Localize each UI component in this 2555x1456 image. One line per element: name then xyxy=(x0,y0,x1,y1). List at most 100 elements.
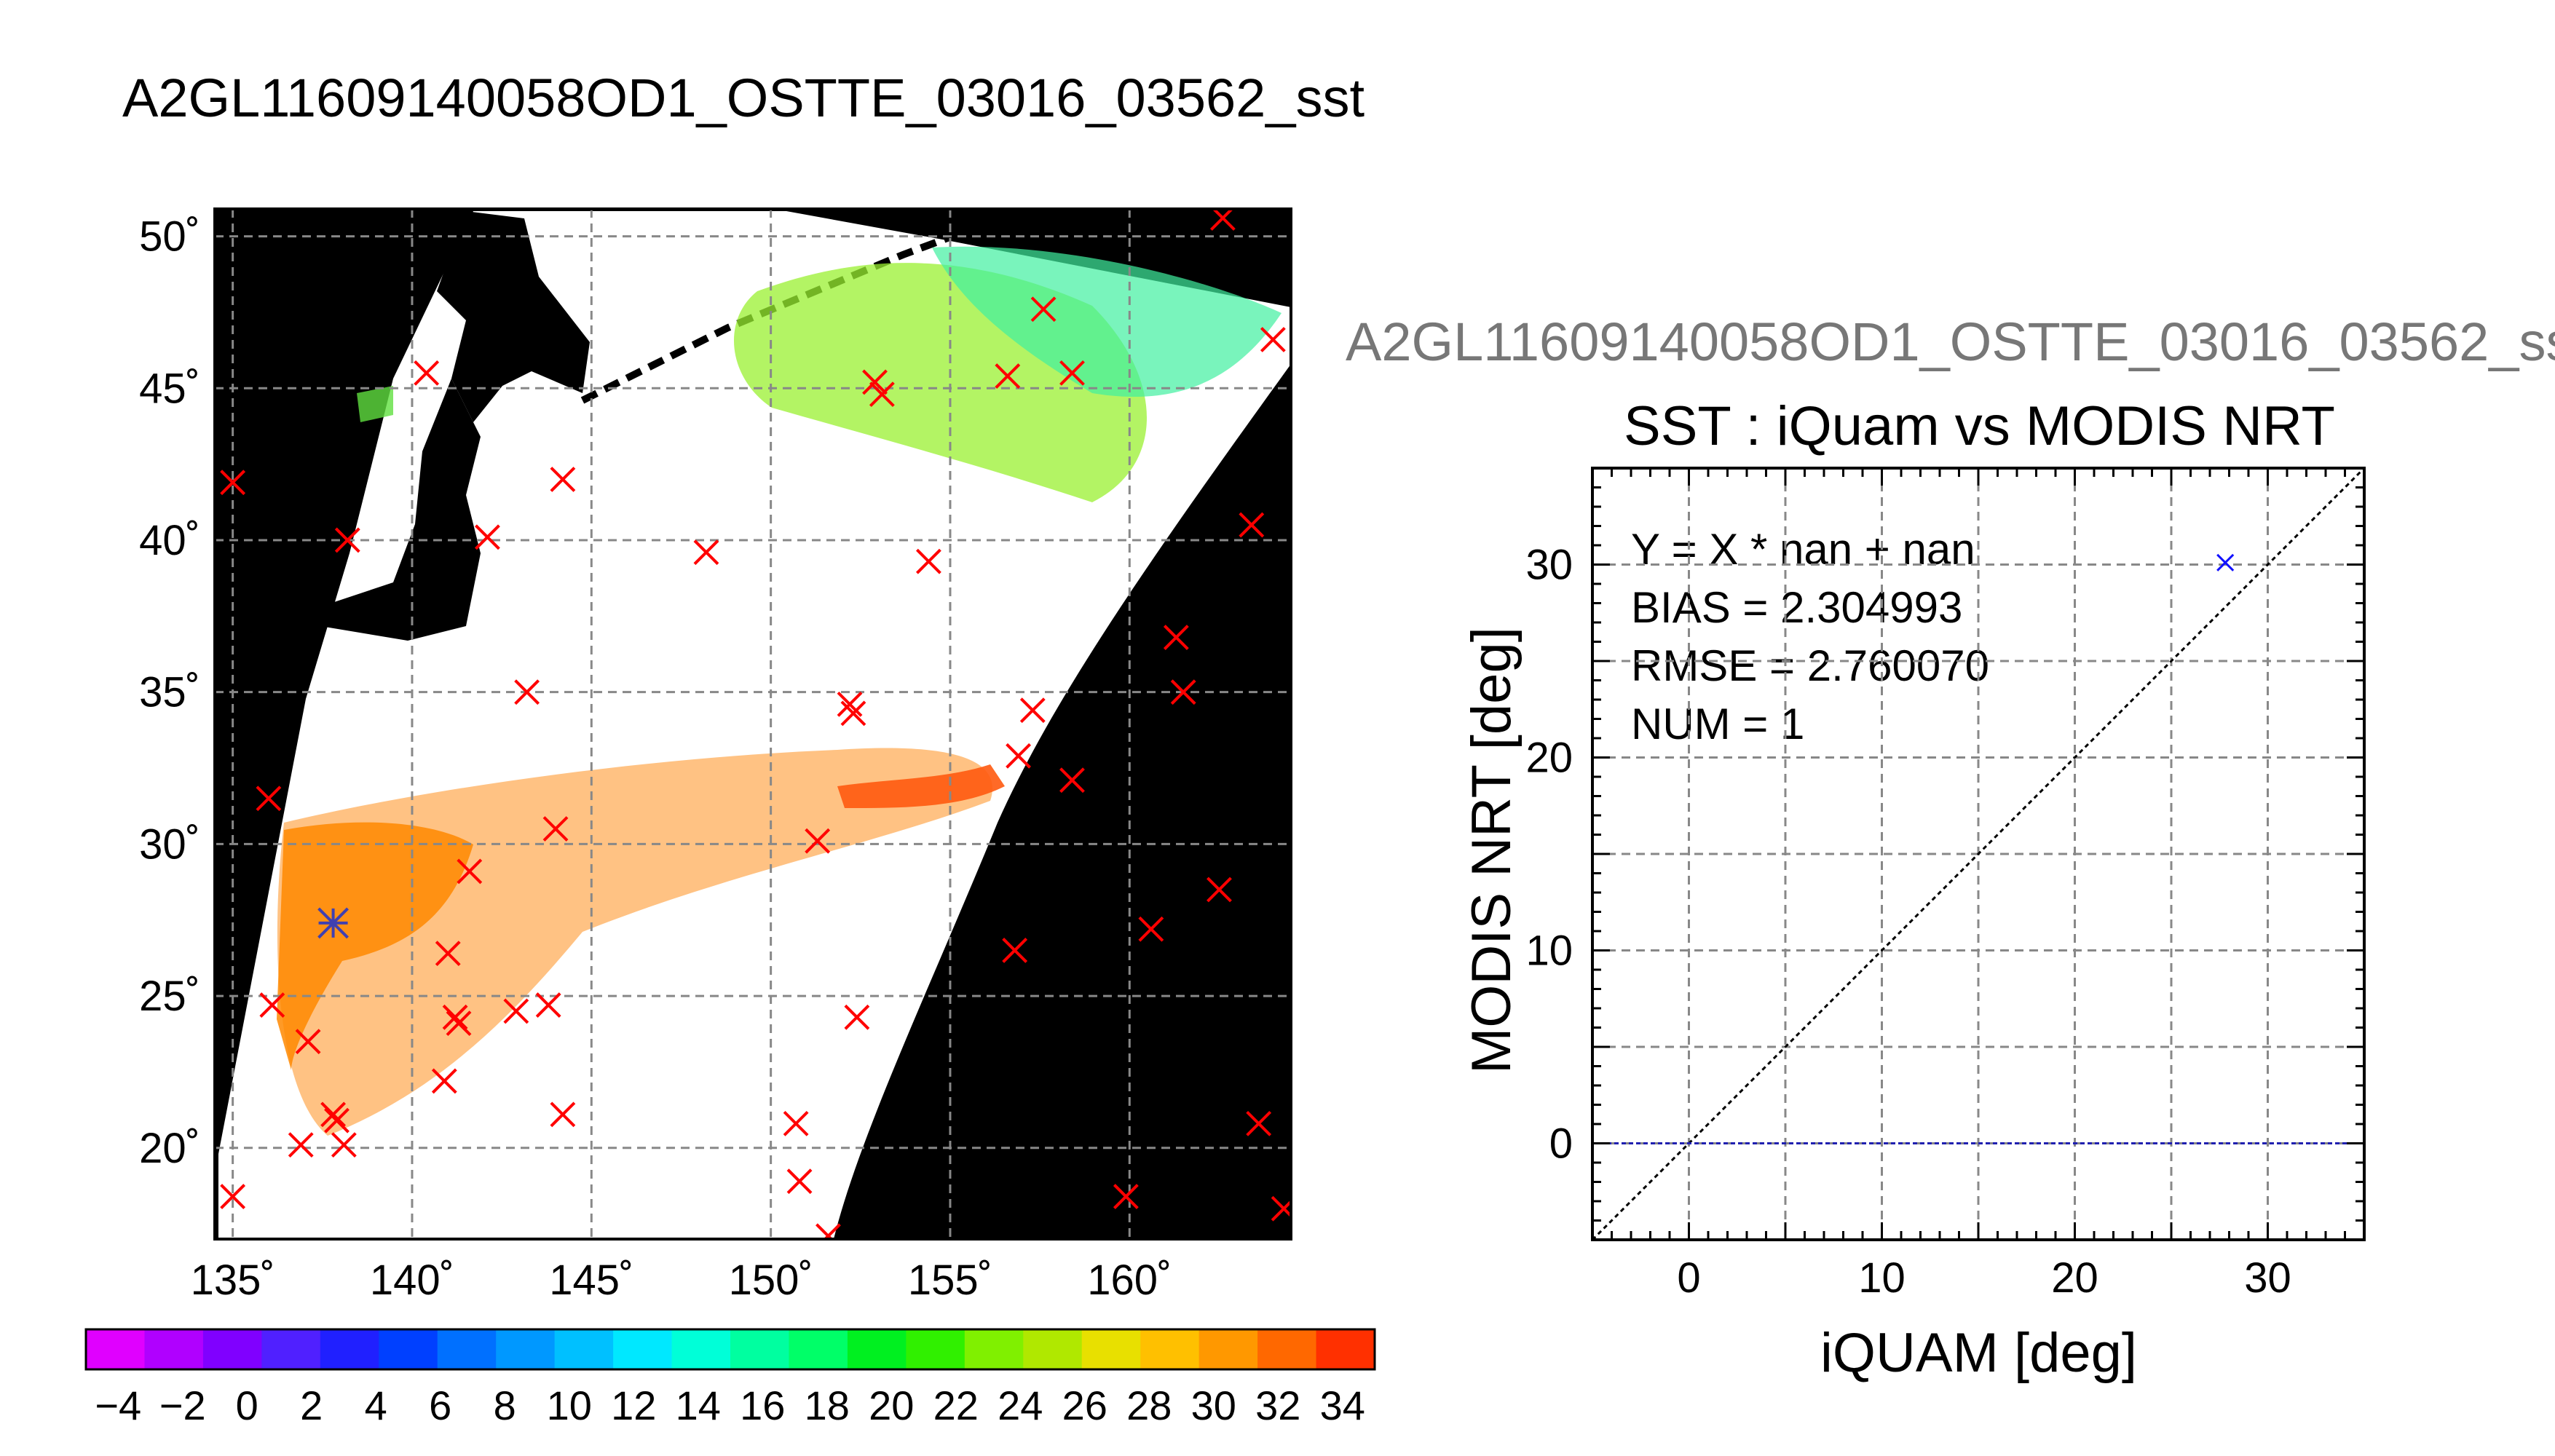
marker-stroke xyxy=(786,1168,813,1195)
buoy-marker xyxy=(514,679,540,705)
colorbar-swatch xyxy=(1198,1329,1258,1369)
colorbar-tick-label: −4 xyxy=(95,1382,141,1428)
buoy-marker xyxy=(503,998,529,1024)
colorbar-swatch xyxy=(1257,1329,1317,1369)
colorbar-swatch xyxy=(1023,1329,1083,1369)
marker-stroke xyxy=(503,998,529,1024)
buoy-markers xyxy=(220,209,1291,1239)
y-tick-label: 0 xyxy=(1549,1120,1573,1168)
buoy-marker xyxy=(457,858,483,885)
marker-stroke xyxy=(1170,679,1196,705)
lat-tick-label: 40˚ xyxy=(139,517,200,564)
buoy-marker xyxy=(1246,1110,1272,1136)
buoy-marker xyxy=(256,786,282,812)
sst-map: 135˚ 140˚ 145˚ 150˚ 155˚ 160˚ 20˚ 25˚ 30˚ 35˚ 40˚ 4… xyxy=(139,207,1292,1304)
x-tick-label: 10 xyxy=(1858,1254,1906,1302)
marker-stroke xyxy=(844,1004,870,1030)
colorbar-swatch xyxy=(847,1329,907,1369)
colorbar-swatch xyxy=(437,1329,497,1369)
buoy-marker xyxy=(550,467,576,492)
colorbar-tick-label: 26 xyxy=(1062,1382,1107,1428)
colorbar-swatch xyxy=(906,1329,965,1369)
lat-tick-label: 35˚ xyxy=(139,669,200,716)
x-tick-label: 30 xyxy=(2244,1254,2291,1302)
marker-stroke xyxy=(535,992,561,1018)
sst-patch-west xyxy=(357,386,393,422)
buoy-marker xyxy=(693,539,719,566)
marker-stroke xyxy=(837,691,863,717)
colorbar-swatch xyxy=(671,1329,731,1369)
colorbar-tick-label: 30 xyxy=(1191,1382,1236,1428)
sst-patch-kuroshio xyxy=(837,764,1005,808)
buoy-marker xyxy=(220,470,246,496)
marker-stroke xyxy=(475,524,500,550)
buoy-marker xyxy=(550,1101,576,1128)
buoy-marker xyxy=(816,1223,841,1239)
marker-stroke xyxy=(1239,512,1265,538)
buoy-marker xyxy=(414,360,440,386)
marker-stroke xyxy=(1059,360,1085,386)
marker-stroke xyxy=(259,992,285,1018)
colorbar-tick-label: 16 xyxy=(740,1382,785,1428)
marker-stroke xyxy=(1271,1199,1291,1222)
sst-patch-warm-core xyxy=(277,822,473,1070)
rmse-stat: RMSE = 2.760070 xyxy=(1631,641,1989,690)
buoy-marker xyxy=(295,1029,321,1055)
buoy-marker xyxy=(1030,296,1057,323)
buoy-marker xyxy=(1170,679,1196,705)
sst-patch-northeast xyxy=(932,246,1282,397)
buoy-marker xyxy=(259,992,285,1018)
buoy-marker xyxy=(862,369,888,395)
scatter-plot: 0 10 20 30 0 10 20 30 xyxy=(1525,467,2366,1302)
marker-stroke xyxy=(1246,1110,1272,1136)
buoy-marker xyxy=(431,1068,457,1094)
colorbar-swatch xyxy=(730,1329,789,1369)
colorbar-swatch xyxy=(379,1329,438,1369)
y-tick-label: 30 xyxy=(1525,542,1573,589)
buoy-marker xyxy=(331,1132,357,1158)
y-tick-label: 20 xyxy=(1525,735,1573,782)
colorbar-swatch xyxy=(86,1329,145,1369)
lon-tick-label: 160˚ xyxy=(1087,1257,1172,1304)
marker-stroke xyxy=(324,1107,350,1133)
colorbar-tick-label: 14 xyxy=(676,1382,721,1428)
marker-stroke xyxy=(457,858,483,885)
page-title: A2GL11609140058OD1_OSTTE_03016_03562_sst xyxy=(122,68,1365,128)
honshu-land xyxy=(320,379,481,641)
marker-stroke xyxy=(256,786,282,812)
marker-stroke xyxy=(220,1184,246,1209)
scatter-point xyxy=(2216,553,2235,571)
marker-stroke xyxy=(288,1132,314,1158)
lat-tick-label: 30˚ xyxy=(139,820,200,868)
buoy-marker xyxy=(783,1110,809,1136)
marker-stroke xyxy=(1059,767,1085,794)
marker-stroke xyxy=(1113,1184,1139,1209)
colorbar-swatch xyxy=(789,1329,848,1369)
marker-stroke xyxy=(295,1029,321,1055)
marker-stroke xyxy=(805,828,831,854)
marker-stroke xyxy=(1006,743,1031,769)
y-tick-label: 10 xyxy=(1525,927,1573,975)
lat-tick-label: 25˚ xyxy=(139,973,200,1020)
marker-stroke xyxy=(550,1101,576,1128)
buoy-marker xyxy=(1239,512,1265,538)
buoy-marker xyxy=(1006,743,1031,769)
buoy-marker xyxy=(542,816,569,842)
colorbar-swatch xyxy=(1316,1329,1375,1369)
buoy-marker xyxy=(1271,1195,1291,1222)
map-tick-labels: 135˚ 140˚ 145˚ 150˚ 155˚ 160˚ 20˚ 25˚ 30˚ 35˚ 40˚ 4… xyxy=(139,213,1172,1304)
colorbar-swatch xyxy=(1140,1329,1200,1369)
marker-stroke xyxy=(431,1068,457,1094)
marker-stroke xyxy=(840,700,866,727)
identity-line xyxy=(1592,468,2364,1240)
marker-stroke xyxy=(1260,327,1286,352)
buoy-marker xyxy=(1113,1184,1139,1209)
scatter-subtitle: A2GL11609140058OD1_OSTTE_03016_03562_sst xyxy=(1346,312,2555,372)
colorbar-swatch xyxy=(261,1329,321,1369)
buoy-marker xyxy=(320,1101,346,1128)
map-grid xyxy=(215,209,1291,1239)
matched-buoy-marker xyxy=(317,907,349,939)
colorbar-swatch xyxy=(320,1329,379,1369)
buoy-marker xyxy=(1059,767,1085,794)
marker-stroke xyxy=(783,1110,809,1136)
